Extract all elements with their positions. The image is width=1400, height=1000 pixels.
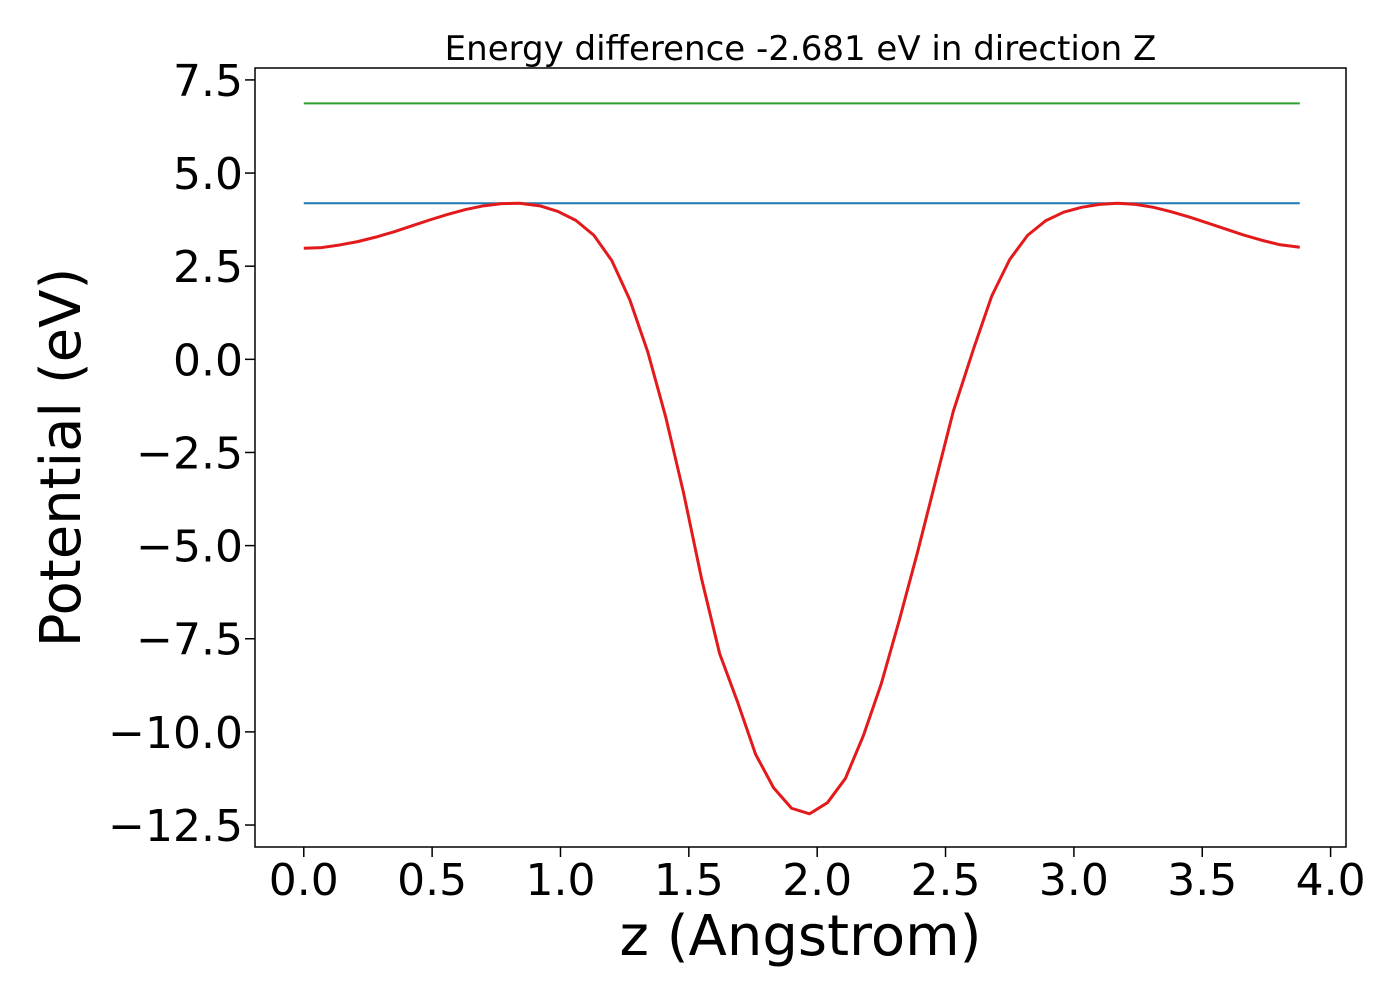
- y-tick-label: −5.0: [136, 522, 243, 573]
- x-axis-label: z (Angstrom): [620, 904, 982, 969]
- x-tick-label: 1.5: [654, 855, 724, 906]
- x-tick-label: 1.0: [525, 855, 595, 906]
- y-tick-label: −10.0: [108, 708, 243, 759]
- y-axis-label: Potential (eV): [29, 268, 94, 648]
- y-tick-label: 5.0: [173, 149, 243, 200]
- y-tick-label: 7.5: [173, 56, 243, 107]
- y-axis: 7.5 5.0 2.5 0.0 −2.5 −5.0 −7.5 −10.0 −12.5: [108, 56, 255, 852]
- x-tick-label: 3.5: [1167, 855, 1237, 906]
- y-tick-label: −7.5: [136, 615, 243, 666]
- y-tick-label: 2.5: [173, 242, 243, 293]
- x-tick-label: 0.5: [397, 855, 467, 906]
- x-axis: 0.0 0.5 1.0 1.5 2.0 2.5 3.0 3.5 4.0: [269, 847, 1366, 906]
- y-tick-label: −12.5: [108, 801, 243, 852]
- x-tick-label: 0.0: [269, 855, 339, 906]
- x-tick-label: 2.5: [911, 855, 981, 906]
- y-tick-label: −2.5: [136, 428, 243, 479]
- y-tick-label: 0.0: [173, 335, 243, 386]
- x-tick-label: 2.0: [782, 855, 852, 906]
- series-line-3: [303, 201, 1300, 816]
- x-tick-label: 4.0: [1296, 855, 1366, 906]
- x-tick-label: 3.0: [1039, 855, 1109, 906]
- plot-area: [303, 102, 1300, 816]
- chart-title: Energy difference -2.681 eV in direction…: [445, 29, 1157, 69]
- plot-frame: [254, 67, 1347, 848]
